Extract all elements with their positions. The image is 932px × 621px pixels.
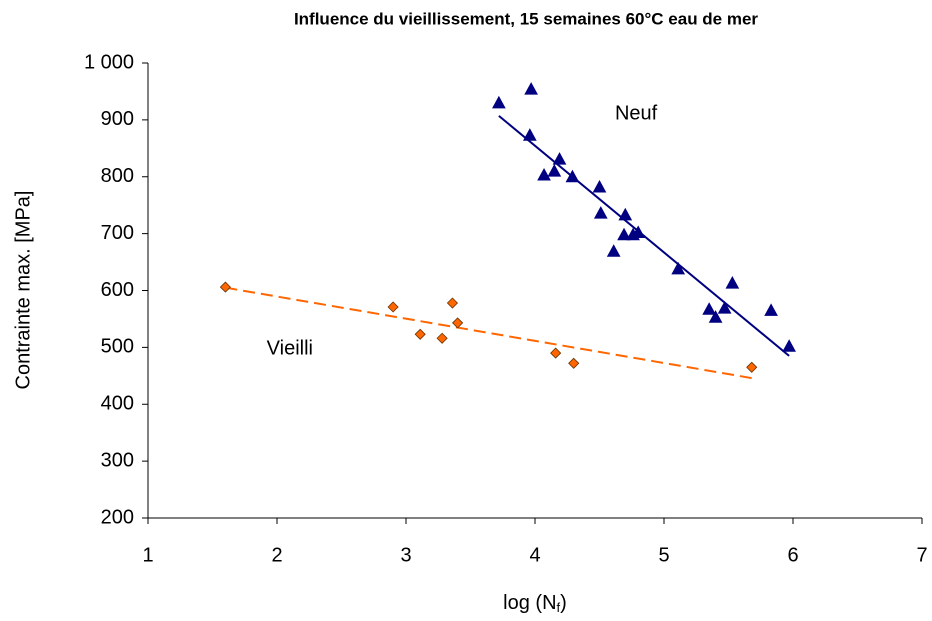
data-point [746,361,758,373]
annotation: Vieilli [267,337,313,359]
data-point [436,332,448,344]
data-point [219,281,231,293]
y-tick-label: 400 [101,393,134,415]
data-point [547,164,562,177]
data-point [708,310,723,323]
x-axis-label: log (Nf) [503,592,567,615]
x-tick-label: 4 [529,544,540,566]
data-point [617,227,631,241]
data-point [702,302,716,315]
y-tick-label: 900 [101,108,134,130]
y-tick-label: 200 [101,506,134,528]
data-point [565,169,580,183]
data-point [387,301,399,313]
data-point [568,357,580,369]
data-point [592,179,607,193]
x-label-sub: f [557,600,561,615]
x-tick-label: 3 [400,544,411,566]
trend-line [225,286,752,380]
data-point [524,82,538,95]
y-tick-label: 800 [101,165,134,187]
data-point [725,276,740,289]
data-point [550,347,562,359]
data-point [631,225,646,238]
data-point [671,261,686,275]
data-point [452,317,464,329]
data-point [537,167,551,181]
data-point [522,128,537,141]
data-point [593,206,608,219]
x-label-end: ) [560,592,567,614]
y-tick-label: 600 [101,279,134,301]
y-tick-label: 700 [101,222,134,244]
x-tick-label: 7 [916,544,927,566]
y-tick-label: 1 000 [84,51,134,73]
data-point [414,328,426,340]
data-point [618,207,633,221]
data-point [492,95,506,109]
y-axis-label: Contrainte max. [MPa] [12,191,34,390]
x-tick-label: 1 [142,544,153,566]
data-point [782,339,796,352]
x-tick-label: 2 [271,544,282,566]
trend-line [498,115,790,357]
data-point [606,244,621,257]
y-tick-label: 500 [101,336,134,358]
data-point [717,301,732,314]
data-point [446,297,459,309]
x-label-text: log (N [503,592,556,614]
chart-title: Influence du vieillissement, 15 semaines… [294,9,758,28]
x-tick-label: 6 [787,544,798,566]
annotation: Neuf [615,102,658,124]
data-point [552,152,567,165]
x-tick-label: 5 [658,544,669,566]
data-point [764,303,778,316]
y-tick-label: 300 [101,449,134,471]
